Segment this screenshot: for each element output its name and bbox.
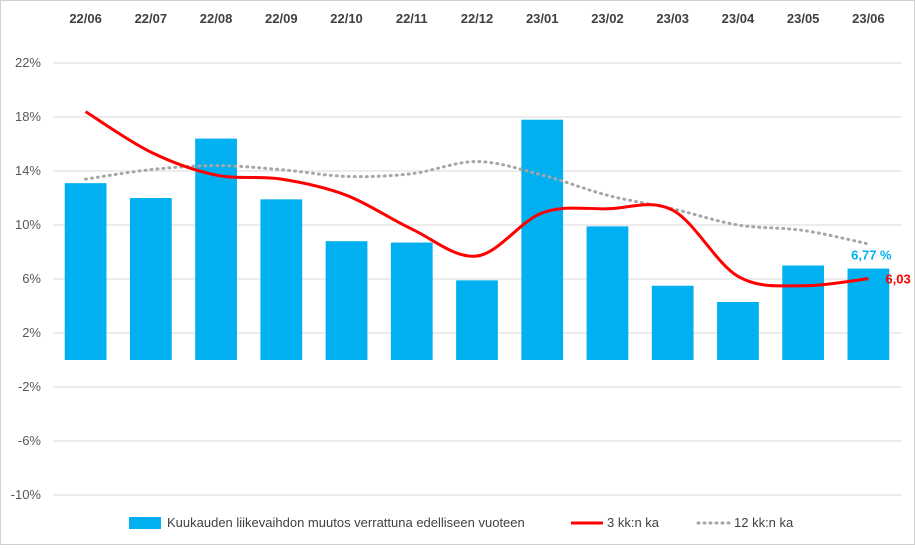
bar (782, 265, 825, 360)
x-tick-label: 23/05 (787, 11, 820, 26)
x-tick-label: 23/04 (722, 11, 755, 26)
legend-swatch-bars (129, 517, 161, 529)
x-axis-ticks: 22/06 22/07 22/08 22/09 22/10 22/11 22/12 23/01… (69, 11, 884, 26)
y-tick-label: -6% (18, 433, 42, 448)
x-tick-label: 23/06 (852, 11, 885, 26)
x-tick-label: 22/12 (461, 11, 494, 26)
bar (129, 198, 172, 360)
bar (390, 242, 433, 360)
legend: Kuukauden liikevaihdon muutos verrattuna… (129, 515, 794, 530)
x-tick-label: 22/08 (200, 11, 233, 26)
y-tick-label: -10% (11, 487, 42, 502)
line-12kk (84, 160, 870, 246)
y-tick-label: 10% (15, 217, 41, 232)
bar (847, 268, 890, 360)
x-tick-label: 23/01 (526, 11, 559, 26)
data-labels: 6,77 % 6,03 % (851, 248, 915, 287)
bar (260, 199, 303, 360)
line-data-label: 6,03 % (885, 272, 914, 287)
y-tick-label: 14% (15, 163, 41, 178)
legend-label-12kk: 12 kk:n ka (734, 515, 794, 530)
bar (717, 301, 759, 360)
x-tick-label: 22/07 (135, 11, 168, 26)
y-tick-label: 18% (15, 109, 41, 124)
y-axis-ticks: 22% 18% 14% 10% 6% 2% -2% -6% -10% (11, 55, 42, 502)
bar-series (64, 119, 890, 360)
x-tick-label: 22/06 (69, 11, 102, 26)
x-tick-label: 22/10 (330, 11, 363, 26)
bar (325, 241, 368, 360)
x-tick-label: 22/09 (265, 11, 298, 26)
x-tick-label: 23/03 (656, 11, 689, 26)
line-series (84, 110, 870, 288)
bar (521, 119, 564, 360)
x-tick-label: 23/02 (591, 11, 624, 26)
x-tick-label: 22/11 (396, 11, 428, 26)
grid-lines (53, 62, 901, 496)
bar (64, 183, 107, 360)
y-tick-label: -2% (18, 379, 42, 394)
y-tick-label: 6% (22, 271, 41, 286)
bar (651, 285, 694, 360)
legend-label-3kk: 3 kk:n ka (607, 515, 660, 530)
y-tick-label: 2% (22, 325, 41, 340)
bar (456, 280, 498, 360)
bar-data-label: 6,77 % (851, 248, 892, 263)
legend-label-bars: Kuukauden liikevaihdon muutos verrattuna… (167, 515, 525, 530)
y-tick-label: 22% (15, 55, 41, 70)
bar (586, 226, 629, 360)
line-3kk (84, 110, 869, 288)
